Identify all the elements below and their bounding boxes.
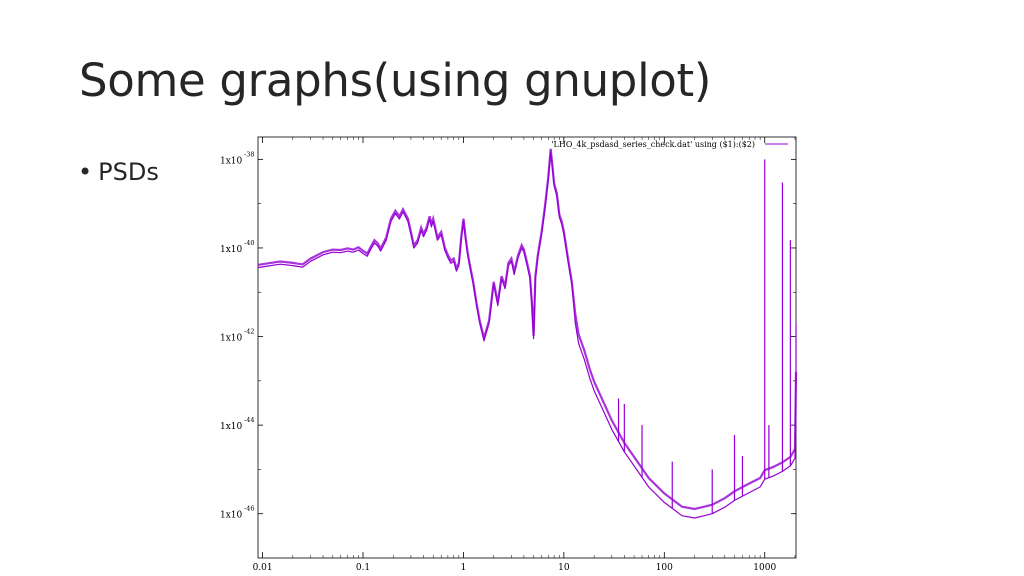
x-tick-label: 1 bbox=[461, 563, 467, 573]
y-tick-label: 1x10 bbox=[220, 511, 243, 521]
series-group bbox=[257, 148, 798, 519]
slide-title: Some graphs(using gnuplot) bbox=[79, 54, 712, 107]
y-tick-label: 1x10 bbox=[220, 422, 243, 432]
x-tick-label: 0.01 bbox=[253, 563, 273, 573]
series-line bbox=[257, 151, 797, 519]
series-noise-band bbox=[257, 148, 798, 511]
legend-label: 'LHO_4k_psdasd_series_check.dat' using (… bbox=[551, 140, 755, 149]
bullet-dot-icon: • bbox=[78, 158, 93, 186]
bullet-psds: • PSDs bbox=[78, 158, 159, 186]
x-axis-ticks: 0.01 0.1 1 10 100 1000 bbox=[253, 137, 796, 573]
y-tick-exponent: -40 bbox=[244, 239, 254, 247]
y-tick-label: 1x10 bbox=[220, 245, 243, 255]
bullet-text: PSDs bbox=[98, 158, 159, 186]
x-tick-label: 0.1 bbox=[356, 563, 370, 573]
x-tick-label: 100 bbox=[656, 563, 673, 573]
y-tick-exponent: -44 bbox=[244, 416, 254, 424]
y-tick-label: 1x10 bbox=[220, 156, 243, 166]
x-tick-label: 1000 bbox=[753, 563, 776, 573]
x-tick-label: 10 bbox=[558, 563, 570, 573]
y-tick-exponent: -46 bbox=[244, 505, 254, 513]
y-tick-label: 1x10 bbox=[220, 334, 243, 344]
y-tick-exponent: -38 bbox=[244, 150, 254, 158]
y-tick-exponent: -42 bbox=[244, 328, 254, 336]
legend: 'LHO_4k_psdasd_series_check.dat' using (… bbox=[551, 140, 788, 149]
plot-frame bbox=[257, 136, 797, 559]
